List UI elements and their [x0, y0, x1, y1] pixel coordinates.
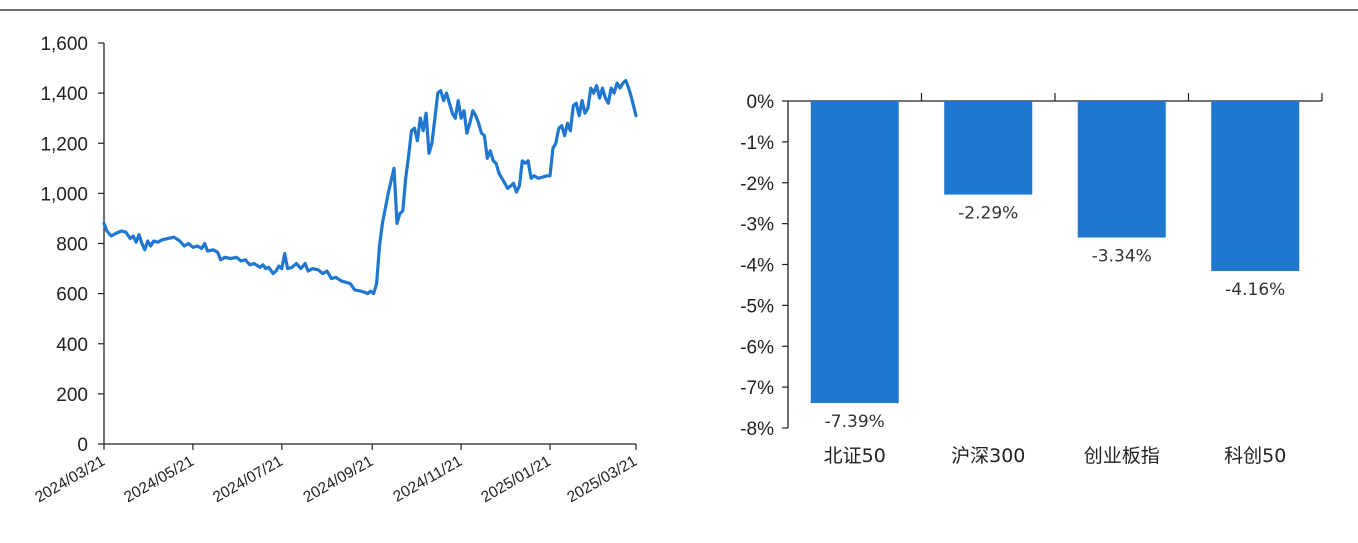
bar-y-tick-label: -7% — [740, 378, 774, 399]
line-chart: 0 200 400 600 800 1,000 1,200 1,400 1,600 2024/03… — [32, 34, 640, 506]
bar-y-tick-label: -1% — [740, 133, 774, 154]
line-x-tick-label: 2024/11/21 — [390, 453, 465, 506]
bar-2 — [944, 101, 1033, 195]
bar-data-label: -3.34% — [1092, 247, 1152, 267]
bar-1 — [810, 101, 899, 404]
bar-data-label: -2.29% — [958, 204, 1018, 224]
bar-y-tick-label: -4% — [740, 256, 774, 277]
bar-category-label: 北证50 — [824, 445, 886, 467]
line-x-tick-label: 2024/05/21 — [121, 453, 197, 507]
line-y-tick-label: 0 — [77, 435, 88, 456]
bar-y-tick-label: -2% — [740, 174, 774, 195]
line-x-tick-label: 2024/09/21 — [301, 453, 377, 507]
bar-4 — [1211, 101, 1300, 272]
line-y-tick-label: 1,600 — [40, 34, 88, 55]
line-x-tick-label: 2024/07/21 — [210, 453, 286, 507]
line-y-tick-label: 800 — [56, 235, 88, 256]
bar-y-tick-label: -8% — [740, 419, 774, 440]
line-y-tick-label: 1,000 — [40, 184, 88, 205]
bar-y-tick-label: -5% — [740, 296, 774, 317]
bar-data-label: -4.16% — [1225, 280, 1285, 300]
bar-data-label: -7.39% — [825, 412, 885, 432]
line-series-path — [102, 79, 638, 296]
bar-chart: 0% -1% -2% -3% -4% -5% -6% -7% -8% -7.39% 北证50 -2.2… — [740, 92, 1323, 467]
bar-y-tick-label: -3% — [740, 215, 774, 236]
bar-category-label: 创业板指 — [1084, 445, 1160, 467]
line-x-tick-label: 2024/03/21 — [32, 453, 108, 507]
line-y-tick-label: 600 — [56, 285, 88, 306]
line-y-tick-label: 1,400 — [40, 84, 88, 105]
top-divider-line — [0, 9, 1358, 11]
bar-3 — [1077, 101, 1166, 238]
line-y-tick-label: 200 — [56, 385, 88, 406]
line-y-tick-label: 1,200 — [40, 134, 88, 155]
bar-y-tick-label: 0% — [747, 92, 775, 113]
line-x-tick-label: 2025/03/21 — [564, 453, 640, 507]
line-y-tick-label: 400 — [56, 335, 88, 356]
bar-category-label: 科创50 — [1224, 445, 1286, 467]
bar-category-label: 沪深300 — [951, 445, 1025, 467]
line-x-tick-label: 2025/01/21 — [478, 453, 554, 507]
bar-y-tick-label: -6% — [740, 337, 774, 358]
